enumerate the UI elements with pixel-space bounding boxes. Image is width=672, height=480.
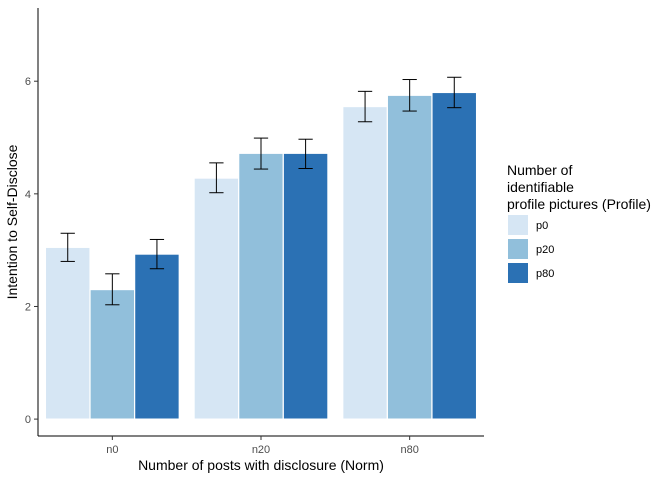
bars-layer (44, 91, 478, 420)
errorbar-layer (60, 76, 462, 306)
legend-label-p80: p80 (536, 268, 554, 280)
errorbar-n80-p0 (357, 90, 373, 123)
bar-n20-p80 (282, 152, 329, 420)
bar-n0-p80 (134, 253, 180, 420)
legend: Number of identifiable profile pictures … (507, 162, 651, 283)
bar-n80-p80 (431, 91, 478, 420)
legend-swatch-p20 (508, 239, 528, 259)
legend-item-p20: p20 (508, 239, 554, 259)
legend-label-p20: p20 (536, 244, 554, 256)
y-ticks: 0 2 4 6 (25, 76, 38, 426)
legend-label-p0: p0 (536, 220, 548, 232)
x-tick-label: n0 (106, 444, 118, 456)
bar-n20-p0 (193, 177, 240, 420)
bar-n0-p20 (89, 288, 136, 420)
errorbar-n80-p20 (402, 79, 417, 112)
legend-title-line-2: identifiable (507, 179, 574, 195)
legend-title-line-3: profile pictures (Profile) (507, 196, 651, 212)
y-axis-title: Intention to Self-Disclose (4, 144, 20, 299)
y-tick-label: 0 (25, 414, 31, 426)
legend-item-p0: p0 (508, 215, 548, 235)
x-ticks: n0 n20 n80 (106, 436, 419, 456)
errorbar-n0-p0 (60, 232, 75, 262)
errorbar-n80-p80 (447, 76, 462, 109)
errorbar-n20-p20 (253, 137, 269, 170)
legend-items: p0 p20 p80 (508, 215, 554, 283)
x-tick-label: n80 (400, 444, 418, 456)
legend-swatch-p0 (508, 215, 528, 235)
errorbar-n0-p80 (149, 238, 165, 270)
legend-item-p80: p80 (508, 263, 554, 283)
y-tick-label: 4 (25, 189, 31, 201)
errorbar-n0-p20 (105, 273, 120, 306)
y-tick-label: 6 (25, 76, 31, 88)
bar-n20-p20 (238, 152, 284, 420)
y-tick-label: 2 (25, 301, 31, 313)
legend-swatch-p80 (508, 263, 528, 283)
bar-n0-p0 (44, 246, 91, 420)
bar-n80-p0 (342, 105, 388, 420)
x-tick-label: n20 (252, 444, 270, 456)
legend-title-line-1: Number of (507, 162, 572, 178)
x-axis-title: Number of posts with disclosure (Norm) (138, 457, 384, 473)
errorbar-n20-p0 (209, 162, 224, 194)
bar-n80-p20 (386, 94, 433, 420)
errorbar-n20-p80 (298, 138, 313, 169)
